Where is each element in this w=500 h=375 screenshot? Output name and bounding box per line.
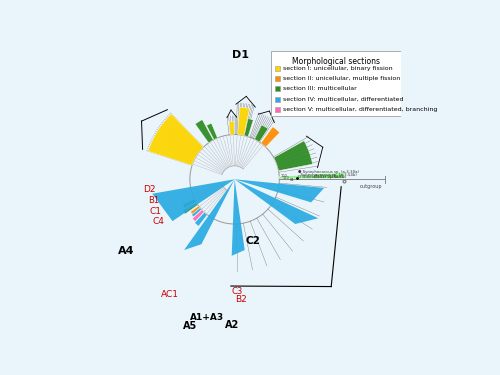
Text: O Gloeobacter violaceus: O Gloeobacter violaceus [298,175,346,179]
Text: 100: 100 [281,174,287,178]
Text: section III: multicellular: section III: multicellular [282,86,356,92]
Polygon shape [234,179,324,203]
Wedge shape [280,172,344,179]
Polygon shape [152,179,234,221]
FancyBboxPatch shape [270,51,400,116]
Wedge shape [190,206,200,214]
Text: C3: C3 [232,287,243,296]
Wedge shape [274,141,312,171]
Text: 100: 100 [282,176,289,180]
Text: C2: C2 [246,236,261,246]
Text: Morphological sections: Morphological sections [292,57,380,66]
Text: section IV: multicellular, differentiated: section IV: multicellular, differentiate… [282,97,403,102]
Text: chloroplast: chloroplast [314,174,344,180]
Text: 84: 84 [290,178,294,182]
FancyBboxPatch shape [275,76,280,81]
Wedge shape [182,199,196,208]
Text: outgroup: outgroup [360,184,382,189]
Polygon shape [184,179,234,250]
Wedge shape [194,212,207,226]
Wedge shape [192,208,202,217]
Wedge shape [182,202,198,214]
Wedge shape [229,122,234,135]
Polygon shape [232,179,244,256]
Text: B2: B2 [236,295,247,304]
Text: D2: D2 [143,185,156,194]
Text: A1+A3: A1+A3 [190,314,224,322]
Text: A2: A2 [224,320,239,330]
Wedge shape [192,210,204,222]
Text: ● Synechococcus sp. (a-3-30a): ● Synechococcus sp. (a-3-30a) [298,170,359,174]
Wedge shape [261,127,280,147]
FancyBboxPatch shape [275,107,280,112]
Text: Synechococcus sp. (a-3-54b): Synechococcus sp. (a-3-54b) [298,172,357,177]
Text: C4: C4 [152,217,164,226]
Text: section I: unicellular, binary fission: section I: unicellular, binary fission [282,66,392,70]
Text: C1: C1 [149,207,161,216]
Text: A4: A4 [118,246,134,256]
Wedge shape [195,120,213,143]
Wedge shape [206,123,218,140]
Text: A5: A5 [182,321,197,331]
Wedge shape [254,125,268,142]
Wedge shape [244,118,254,136]
FancyBboxPatch shape [275,86,280,92]
Polygon shape [234,179,318,224]
Text: section V: multicellular, differentiated, branching: section V: multicellular, differentiated… [282,107,437,112]
Text: section II: unicellular, multiple fission: section II: unicellular, multiple fissio… [282,76,400,81]
Text: AC1: AC1 [160,290,178,299]
FancyBboxPatch shape [275,66,280,71]
Text: D1: D1 [232,50,249,60]
Wedge shape [238,107,250,135]
Text: B1: B1 [148,196,160,206]
Wedge shape [148,114,204,165]
FancyBboxPatch shape [275,97,280,102]
